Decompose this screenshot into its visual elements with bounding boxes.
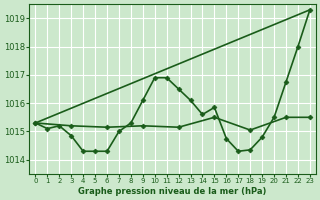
X-axis label: Graphe pression niveau de la mer (hPa): Graphe pression niveau de la mer (hPa) xyxy=(78,187,267,196)
